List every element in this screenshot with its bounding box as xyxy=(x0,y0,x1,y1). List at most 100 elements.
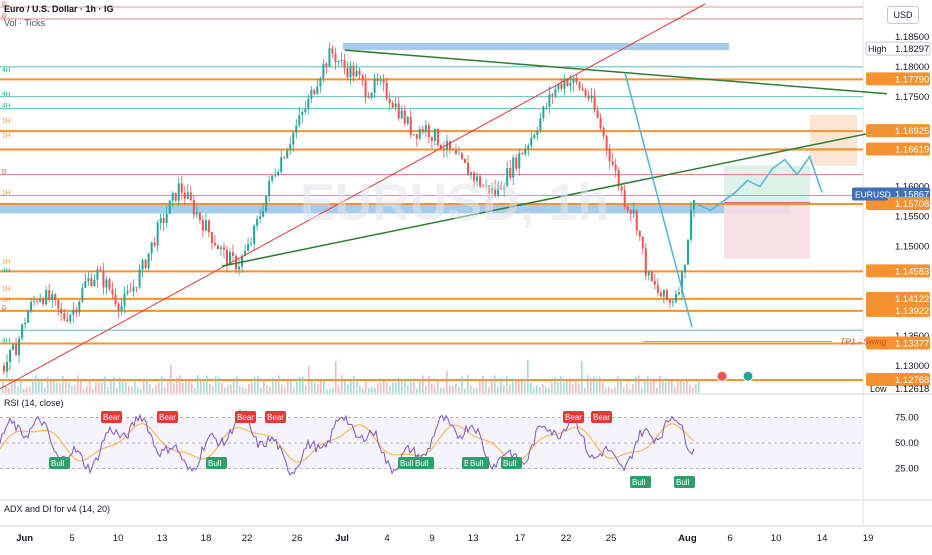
low-label: Low xyxy=(870,384,887,394)
volume-bar xyxy=(647,376,649,393)
candles xyxy=(3,42,695,378)
volume-bar xyxy=(272,377,274,393)
volume-bar xyxy=(290,380,292,393)
high-label: High xyxy=(868,44,887,54)
volume-bar xyxy=(374,387,376,393)
price-badge-label: 1.13922 xyxy=(895,306,929,317)
volume-bar xyxy=(107,386,109,393)
volume-bar xyxy=(197,375,199,393)
candle-body xyxy=(198,212,201,221)
candle-body xyxy=(512,157,515,178)
volume-bar xyxy=(224,387,226,393)
volume-bar xyxy=(176,377,178,393)
volume-bar xyxy=(221,383,223,393)
timeframe-tag: 1H xyxy=(2,133,11,140)
candle-body xyxy=(135,287,138,288)
volume-bar xyxy=(269,386,271,393)
candle-body xyxy=(647,271,650,276)
candle-body xyxy=(488,185,491,194)
volume-bar xyxy=(188,378,190,393)
candle-body xyxy=(578,82,581,89)
rsi-title[interactable]: RSI (14, close) xyxy=(4,398,64,408)
time-tick: 5 xyxy=(69,533,74,544)
symbol-title[interactable]: Euro / U.S. Dollar · 1h · IG xyxy=(4,4,114,14)
volume-bar xyxy=(260,387,262,393)
candle-body xyxy=(15,344,18,356)
volume-bar xyxy=(608,387,610,393)
candle-body xyxy=(132,287,135,292)
volume-bar xyxy=(149,383,151,393)
candle-body xyxy=(180,183,183,193)
volume-bar xyxy=(152,387,154,393)
volume-bar xyxy=(545,386,547,393)
volume-bar xyxy=(659,375,661,393)
candle-body xyxy=(376,78,379,81)
candle-body xyxy=(575,78,578,83)
price-tick: 1.15500 xyxy=(895,211,929,222)
signal-label: Bear xyxy=(159,413,176,422)
volume-bar xyxy=(125,382,127,393)
candle-body xyxy=(105,279,108,288)
candle-body xyxy=(367,97,370,99)
volume-bar xyxy=(518,381,520,393)
candle-body xyxy=(611,161,614,166)
volume-bar xyxy=(614,387,616,393)
timeframe-tag: 4H xyxy=(2,91,11,98)
candle-body xyxy=(370,92,373,98)
volume-bar xyxy=(248,384,250,393)
candle-body xyxy=(626,206,629,211)
volume-bar xyxy=(215,376,217,393)
time-tick: 17 xyxy=(515,533,526,544)
candle-body xyxy=(45,290,48,305)
candle-body xyxy=(662,289,665,297)
volume-bar xyxy=(569,377,571,393)
event-marker-red xyxy=(716,370,728,382)
candle-body xyxy=(213,243,216,246)
volume-bar xyxy=(632,384,634,393)
candle-body xyxy=(491,187,494,194)
volume-bar xyxy=(524,379,526,393)
volume-bar xyxy=(203,381,205,393)
volume-bar xyxy=(377,383,379,393)
volume-bar xyxy=(485,379,487,393)
volume-bar xyxy=(428,376,430,393)
volume-label[interactable]: Vol · Ticks xyxy=(4,18,46,28)
volume-bar xyxy=(173,383,175,393)
price-badge xyxy=(866,142,930,156)
price-badge xyxy=(866,264,930,278)
volume-bar xyxy=(212,385,214,393)
event-marker-green xyxy=(742,370,754,382)
candle-body xyxy=(27,311,30,323)
volume-bar xyxy=(677,379,679,393)
volume-bar xyxy=(230,384,232,393)
volume-bar xyxy=(98,382,100,393)
volume-bar xyxy=(602,382,604,393)
price-badge-label: 1.15708 xyxy=(895,199,929,210)
candle-body xyxy=(36,301,39,302)
price-tick: 1.13000 xyxy=(895,361,929,372)
volume-bar xyxy=(191,382,193,393)
candle-body xyxy=(39,298,42,302)
currency-button[interactable]: USD xyxy=(887,6,919,24)
price-badge xyxy=(866,72,930,86)
price-tick: 1.12618 xyxy=(895,384,929,395)
volume-bar xyxy=(584,387,586,393)
candle-body xyxy=(150,242,153,254)
signal-label: Bull xyxy=(676,478,690,487)
levels: DD4H4H4H1H1HD1H1H4H1H1HD4H1H xyxy=(0,1,863,381)
candle-body xyxy=(84,281,87,288)
volume-bar xyxy=(320,381,322,393)
rsi-level-label: 50.00 xyxy=(895,438,919,449)
candle-body xyxy=(310,89,313,99)
volume-bar xyxy=(140,388,142,393)
candle-body xyxy=(201,220,204,231)
volume-bar xyxy=(50,380,52,393)
candle-body xyxy=(69,314,72,322)
candle-body xyxy=(96,269,99,280)
candle-body xyxy=(394,103,397,108)
candle-body xyxy=(557,83,560,90)
candle-body xyxy=(268,180,271,196)
rsi-ma-line xyxy=(0,423,695,463)
adx-title[interactable]: ADX and DI for v4 (14, 20) xyxy=(4,504,111,514)
